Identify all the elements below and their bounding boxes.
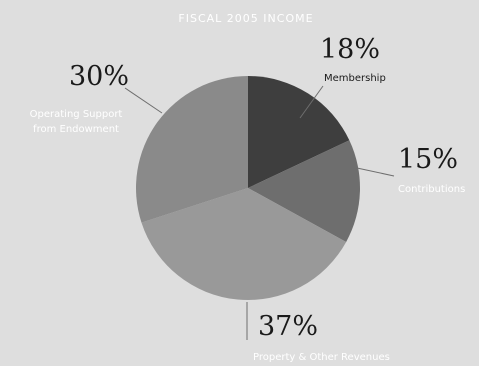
pie-slice [248, 140, 361, 242]
chart-title: FISCAL 2005 INCOME [178, 12, 313, 25]
leader-line [299, 85, 324, 119]
slice-percent-label: 30% [69, 61, 129, 92]
slice-percent-label: 37% [258, 311, 318, 342]
leader-line [124, 87, 163, 114]
leader-line [356, 167, 395, 177]
slice-percent-label: 15% [398, 144, 458, 175]
slice-category-label: from Endowment [33, 124, 119, 135]
pie-slices [135, 75, 361, 301]
slice-category-label: Contributions [398, 184, 465, 195]
slice-percent-label: 18% [320, 34, 380, 65]
leader-lines [124, 85, 395, 340]
slice-category-label: Property & Other Revenues [253, 352, 390, 363]
pie-slice [135, 75, 248, 223]
pie-slice [248, 76, 350, 188]
slice-labels: 18% Membership 15% Contributions 37% Property… [30, 34, 466, 363]
pie-slice [141, 188, 347, 301]
slice-category-label: Membership [324, 73, 386, 84]
slice-category-label: Operating Support [30, 109, 123, 120]
